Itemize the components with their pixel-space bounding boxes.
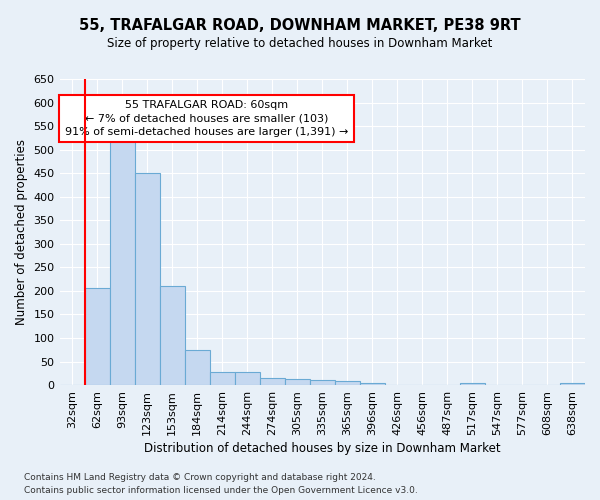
Bar [285, 379, 310, 385]
Bar [110, 136, 134, 385]
X-axis label: Distribution of detached houses by size in Downham Market: Distribution of detached houses by size … [144, 442, 500, 455]
Text: Size of property relative to detached houses in Downham Market: Size of property relative to detached ho… [107, 38, 493, 51]
Bar [209, 372, 235, 385]
Bar [235, 372, 260, 385]
Bar [335, 382, 360, 385]
Y-axis label: Number of detached properties: Number of detached properties [15, 139, 28, 325]
Bar [460, 382, 485, 385]
Bar [185, 350, 209, 385]
Bar [260, 378, 285, 385]
Bar [85, 288, 110, 385]
Text: 55, TRAFALGAR ROAD, DOWNHAM MARKET, PE38 9RT: 55, TRAFALGAR ROAD, DOWNHAM MARKET, PE38… [79, 18, 521, 32]
Bar [360, 382, 385, 385]
Bar [310, 380, 335, 385]
Text: 55 TRAFALGAR ROAD: 60sqm
← 7% of detached houses are smaller (103)
91% of semi-d: 55 TRAFALGAR ROAD: 60sqm ← 7% of detache… [65, 100, 349, 137]
Bar [160, 286, 185, 385]
Text: Contains public sector information licensed under the Open Government Licence v3: Contains public sector information licen… [24, 486, 418, 495]
Bar [134, 173, 160, 385]
Text: Contains HM Land Registry data © Crown copyright and database right 2024.: Contains HM Land Registry data © Crown c… [24, 474, 376, 482]
Bar [560, 382, 585, 385]
